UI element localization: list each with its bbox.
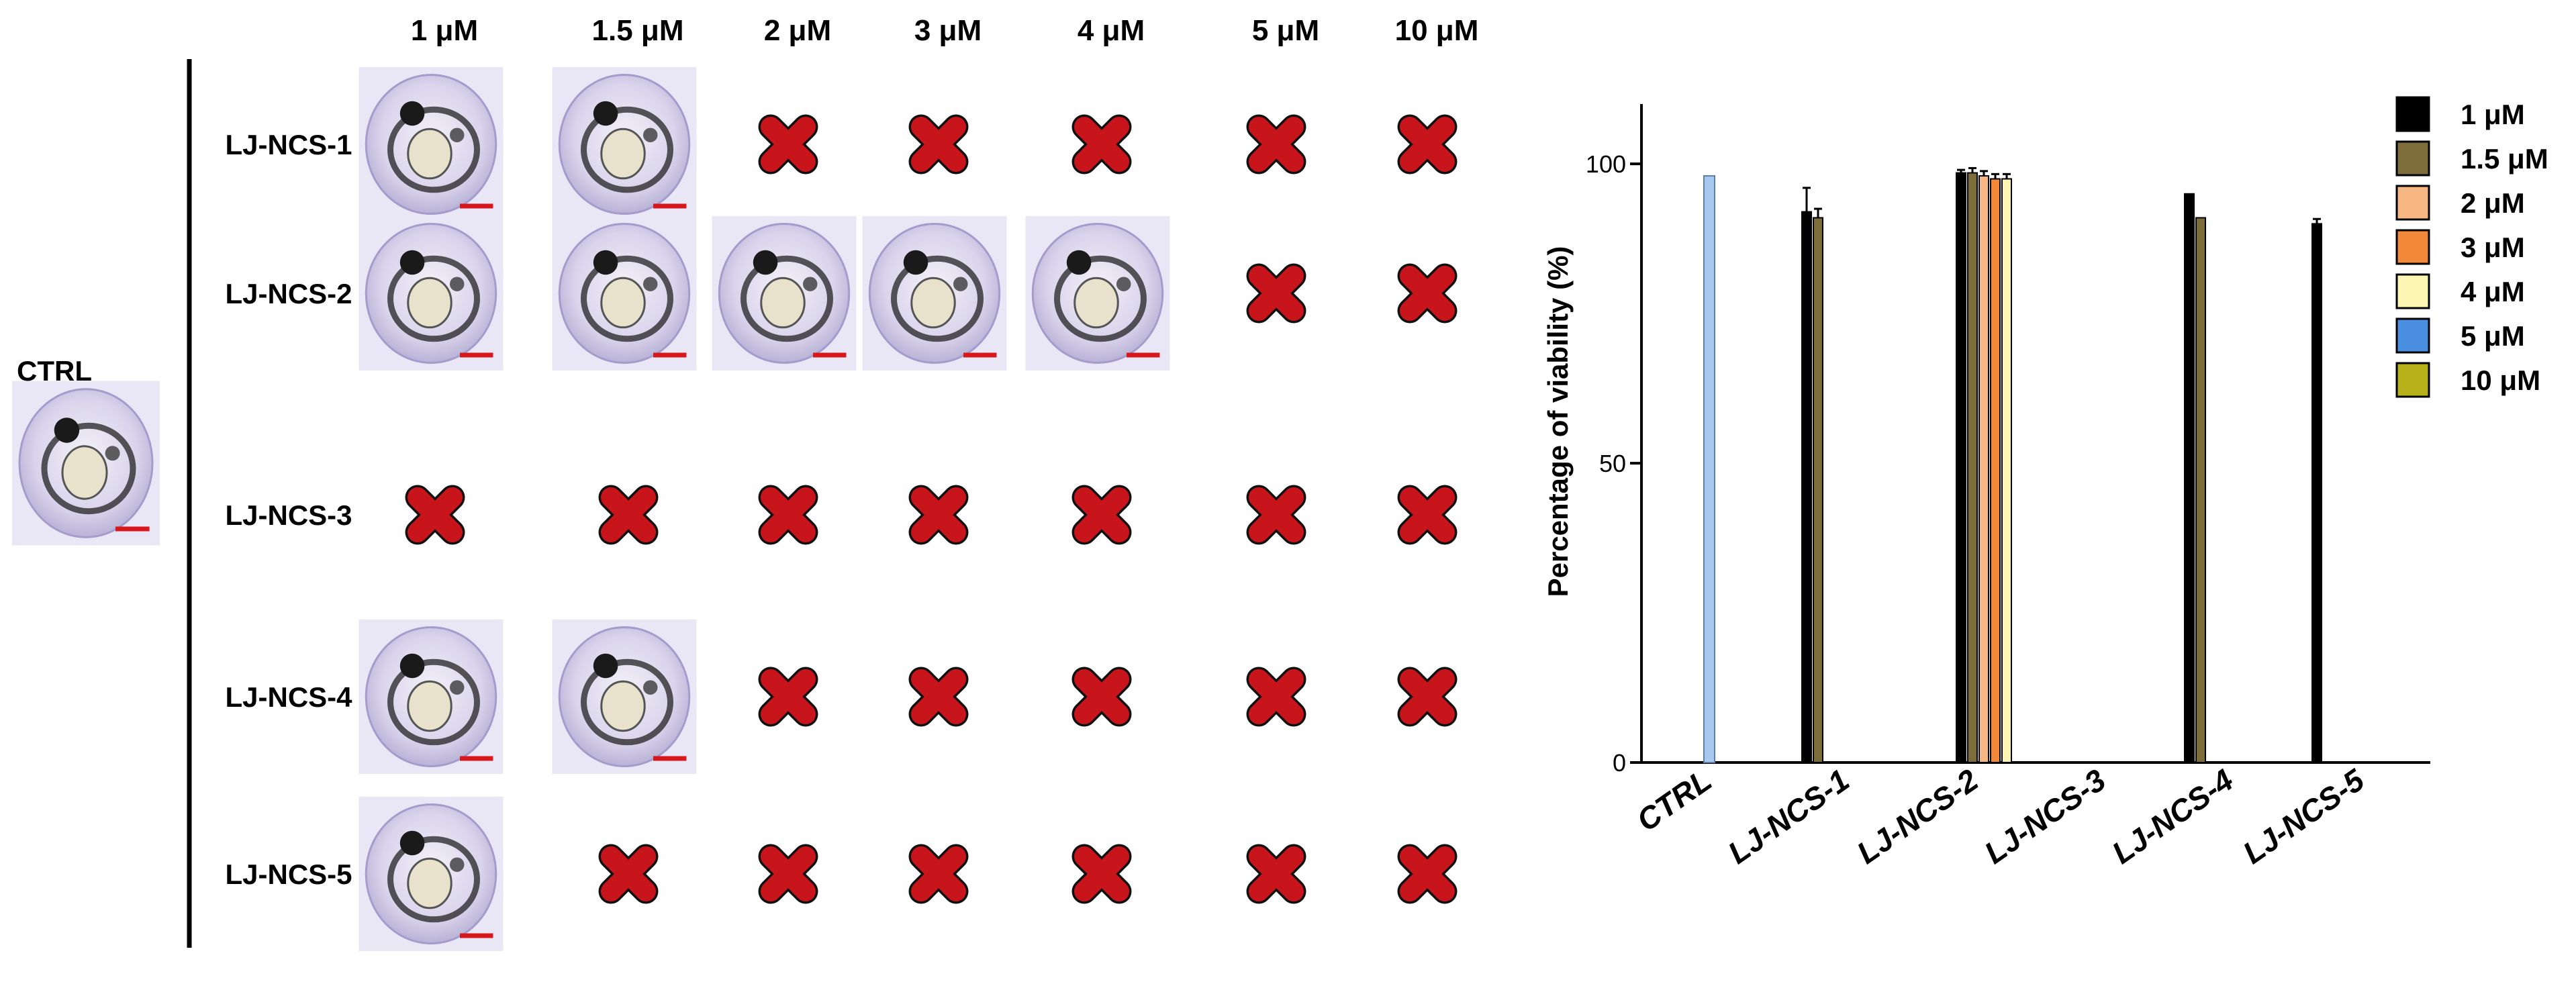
embryo-image — [359, 67, 504, 222]
embryo-image — [359, 797, 504, 951]
legend-label: 5 μM — [2461, 320, 2525, 352]
legend-swatch — [2395, 273, 2430, 309]
chart-y-ticks: 0 50 100 — [1586, 150, 1641, 777]
nonviable-cross-icon — [1397, 844, 1458, 904]
chart-x-tick-labels: CTRL LJ-NCS-1LJ-NCS-2LJ-NCS-3LJ-NCS-4LJ-N… — [1630, 762, 2371, 871]
nonviable-cross-icon — [908, 114, 969, 175]
x-tick-label: LJ-NCS-2 — [1850, 762, 1985, 871]
legend-label: 2 μM — [2461, 187, 2525, 219]
x-tick-label: LJ-NCS-4 — [2105, 762, 2239, 871]
concentration-header: 4 μM — [1078, 14, 1145, 47]
x-tick-label: LJ-NCS-1 — [1721, 762, 1855, 871]
embryo-image — [359, 620, 504, 774]
concentration-header: 3 μM — [914, 14, 982, 47]
nonviable-cross-icon — [1246, 844, 1306, 904]
embryo-cells — [359, 67, 1458, 951]
embryo-image — [552, 216, 697, 371]
x-tick-label: LJ-NCS-5 — [2236, 762, 2371, 871]
nonviable-cross-icon — [758, 114, 818, 175]
nonviable-cross-icon — [758, 485, 818, 545]
compound-row-labels: LJ-NCS-1 LJ-NCS-2 LJ-NCS-3 LJ-NCS-4 LJ-NCS-5 — [225, 129, 352, 890]
compound-row-label: LJ-NCS-5 — [225, 858, 352, 890]
x-tick-label: LJ-NCS-3 — [1978, 762, 2112, 871]
nonviable-cross-icon — [908, 485, 969, 545]
chart-y-axis-label: Percentage of viability (%) — [1542, 246, 1574, 597]
nonviable-cross-icon — [758, 667, 818, 727]
nonviable-cross-icon — [598, 844, 659, 904]
embryo-image — [552, 620, 697, 774]
bar-1.5M — [2195, 217, 2206, 764]
nonviable-cross-icon — [1071, 667, 1132, 727]
concentration-header: 1.5 μM — [592, 14, 684, 47]
legend-swatch — [2395, 96, 2430, 132]
bar-1M — [2311, 223, 2322, 763]
nonviable-cross-icon — [598, 485, 659, 545]
legend-label: 1.5 μM — [2461, 143, 2548, 175]
nonviable-cross-icon — [1397, 667, 1458, 727]
control-embryo — [12, 381, 160, 546]
nonviable-cross-icon — [1071, 114, 1132, 175]
compound-row-label: LJ-NCS-4 — [225, 681, 352, 713]
legend-label: 4 μM — [2461, 276, 2525, 307]
concentration-headers: 1 μM 1.5 μM 2 μM 3 μM 4 μM 5 μM 10 μM — [411, 14, 1479, 47]
chart-bars — [1703, 166, 2322, 764]
nonviable-cross-icon — [1246, 485, 1306, 545]
embryo-grid-panel: 1 μM 1.5 μM 2 μM 3 μM 4 μM 5 μM 10 μM LJ-NCS-1… — [12, 14, 1478, 951]
legend-swatch — [2395, 140, 2430, 177]
bar-1M — [1801, 211, 1812, 763]
embryo-image — [712, 216, 857, 371]
y-tick-label: 0 — [1613, 749, 1626, 777]
concentration-header: 2 μM — [764, 14, 831, 47]
embryo-image — [552, 67, 697, 222]
nonviable-cross-icon — [1246, 667, 1306, 727]
compound-row-label: LJ-NCS-2 — [225, 278, 352, 309]
nonviable-cross-icon — [1246, 114, 1306, 175]
legend-label: 3 μM — [2461, 232, 2525, 263]
nonviable-cross-icon — [1397, 263, 1458, 324]
y-tick-label: 50 — [1599, 450, 1626, 477]
nonviable-cross-icon — [1397, 114, 1458, 175]
y-tick-label: 100 — [1586, 150, 1626, 178]
bar-1M — [1956, 172, 1966, 763]
bar-1M — [2184, 193, 2195, 764]
bar-1.5M — [1813, 217, 1823, 764]
compound-row-label: LJ-NCS-1 — [225, 129, 352, 160]
x-tick-label: CTRL — [1630, 762, 1717, 838]
nonviable-cross-icon — [908, 844, 969, 904]
legend-label: 10 μM — [2461, 364, 2540, 396]
nonviable-cross-icon — [1397, 485, 1458, 545]
bar-2M — [1978, 175, 1989, 763]
bar-4M — [2001, 178, 2012, 763]
embryo-image — [359, 216, 504, 371]
legend-label: 1 μM — [2461, 99, 2525, 130]
nonviable-cross-icon — [758, 844, 818, 904]
legend-swatch — [2395, 362, 2430, 398]
nonviable-cross-icon — [1071, 844, 1132, 904]
embryo-image — [862, 216, 1007, 371]
nonviable-cross-icon — [1246, 263, 1306, 324]
bar-control — [1703, 175, 1715, 763]
embryo-image — [1025, 216, 1170, 371]
concentration-header: 5 μM — [1252, 14, 1319, 47]
chart-legend: 1 μM 1.5 μM 2 μM 3 μM 4 μM 5 μM 10 μM — [2395, 96, 2548, 398]
legend-swatch — [2395, 317, 2430, 354]
nonviable-cross-icon — [405, 485, 465, 545]
legend-swatch — [2395, 185, 2430, 221]
nonviable-cross-icon — [1071, 485, 1132, 545]
control-embryo-image — [12, 381, 160, 546]
compound-row-label: LJ-NCS-3 — [225, 499, 352, 531]
legend-swatch — [2395, 229, 2430, 265]
concentration-header: 1 μM — [411, 14, 478, 47]
concentration-header: 10 μM — [1395, 14, 1479, 47]
bar-1.5M — [1967, 172, 1978, 763]
nonviable-cross-icon — [908, 667, 969, 727]
bar-3M — [1990, 178, 2001, 763]
